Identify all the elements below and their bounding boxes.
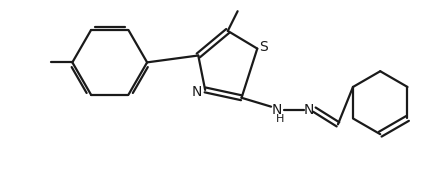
- Text: H: H: [276, 114, 284, 124]
- Text: N: N: [272, 103, 282, 117]
- Text: N: N: [192, 85, 202, 99]
- Text: N: N: [303, 103, 314, 117]
- Text: S: S: [259, 40, 268, 54]
